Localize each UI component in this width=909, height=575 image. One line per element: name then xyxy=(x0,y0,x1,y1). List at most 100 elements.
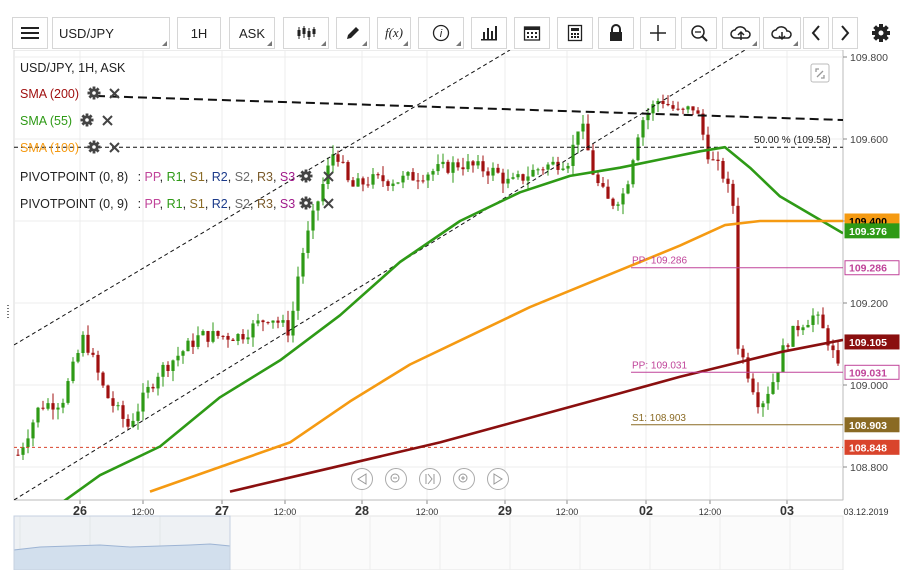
indicator-legend-2: SMA (100) xyxy=(20,140,121,157)
pivot-item: R3 xyxy=(256,196,273,211)
close-icon[interactable] xyxy=(322,197,335,213)
next-icon[interactable] xyxy=(487,468,509,490)
candle-body xyxy=(396,182,400,184)
price-type-button[interactable]: ASK xyxy=(229,17,275,49)
calendar-icon[interactable] xyxy=(514,17,550,49)
overview-strip[interactable] xyxy=(13,515,844,571)
candle-body xyxy=(31,422,35,439)
candle-body xyxy=(411,172,415,181)
candle-body xyxy=(661,100,665,104)
timeframe-button[interactable]: 1H xyxy=(177,17,221,49)
candle-body xyxy=(51,403,55,410)
info-icon[interactable]: i xyxy=(418,17,464,49)
candle-body xyxy=(491,167,495,176)
candle-body xyxy=(426,174,430,181)
gear-icon[interactable] xyxy=(299,196,313,213)
chart-area[interactable]: 109.800109.600109.400109.200109.000108.8… xyxy=(0,49,909,571)
lock-icon[interactable] xyxy=(598,17,634,49)
chevron-left-icon[interactable] xyxy=(803,17,829,49)
close-icon[interactable] xyxy=(101,114,114,130)
zoom-in-icon[interactable] xyxy=(453,468,475,490)
time-axis-label: 03.12.2019 xyxy=(843,507,888,517)
candle-body xyxy=(571,144,575,166)
reset-icon[interactable] xyxy=(419,468,441,490)
function-icon[interactable]: f(x) xyxy=(377,17,411,49)
reset-glyph xyxy=(425,473,435,485)
calculator-icon[interactable] xyxy=(557,17,593,49)
candle-body xyxy=(536,169,540,171)
candle-body xyxy=(691,106,695,111)
trend-line xyxy=(95,95,843,121)
pivot-comma: , xyxy=(250,196,257,211)
price-chart[interactable]: 109.800109.600109.400109.200109.000108.8… xyxy=(0,49,909,571)
pivot-label: PIVOTPOINT (0, 8) xyxy=(20,169,129,184)
candle-body xyxy=(136,411,140,421)
price-tag xyxy=(844,439,900,455)
gear-icon[interactable] xyxy=(80,113,94,130)
candle-body xyxy=(461,167,465,170)
indicator-legend-0: SMA (200) xyxy=(20,86,121,103)
candle-body xyxy=(231,339,235,342)
expand-icon[interactable] xyxy=(810,63,830,83)
candle-body xyxy=(66,381,70,403)
candle-body xyxy=(376,174,380,176)
zoom-icon[interactable] xyxy=(681,17,717,49)
candle-body xyxy=(581,123,585,132)
candle-body xyxy=(116,405,120,407)
candle-body xyxy=(811,315,815,325)
pivot-legend-1: PIVOTPOINT (0, 9) : PP, R1, S1, R2, S2, … xyxy=(20,196,335,213)
candle-body xyxy=(106,385,110,399)
candle-body xyxy=(46,403,50,409)
pivot-comma: , xyxy=(272,169,280,184)
draw-pencil-icon[interactable] xyxy=(336,17,370,49)
gear-icon[interactable] xyxy=(87,140,101,157)
time-axis-label: 26 xyxy=(73,504,87,518)
gear-icon[interactable] xyxy=(87,86,101,103)
close-icon[interactable] xyxy=(108,87,121,103)
candle-body xyxy=(781,345,785,373)
candle-body xyxy=(351,180,355,187)
zoom-out-glyph xyxy=(390,473,400,483)
symbol-selector[interactable]: USD/JPY xyxy=(52,17,170,49)
gear-icon[interactable] xyxy=(864,17,898,49)
indicator-label: SMA (55) xyxy=(20,113,73,128)
gear-icon[interactable] xyxy=(299,169,313,186)
candle-body xyxy=(641,120,645,138)
time-axis-label: 12:00 xyxy=(274,507,297,517)
bar-chart-icon[interactable] xyxy=(471,17,507,49)
close-icon[interactable] xyxy=(108,141,121,157)
candle-body xyxy=(636,137,640,161)
candle-body xyxy=(246,337,250,340)
prev-icon[interactable] xyxy=(351,468,373,490)
candle-body xyxy=(821,314,825,329)
chevron-right-icon[interactable] xyxy=(832,17,858,49)
candle-body xyxy=(371,174,375,185)
candle-body xyxy=(726,178,730,184)
candle-body xyxy=(156,376,160,389)
price-axis-label: 108.800 xyxy=(850,462,888,474)
sma-200-line xyxy=(229,338,843,493)
time-axis-label: 28 xyxy=(355,504,369,518)
pivot-item: R3 xyxy=(256,169,273,184)
pivot-separator: : xyxy=(134,169,145,184)
cloud-upload-icon[interactable] xyxy=(722,17,760,49)
candlestick-type-icon[interactable] xyxy=(283,17,329,49)
overview-window[interactable] xyxy=(13,515,231,571)
candle-body xyxy=(101,372,105,386)
pivot-level-label: PP: 109.286 xyxy=(632,256,687,267)
zoom-out-icon[interactable] xyxy=(385,468,407,490)
candle-body xyxy=(111,398,115,406)
crosshair-icon[interactable] xyxy=(640,17,676,49)
candle-body xyxy=(286,320,290,336)
sma-100-line xyxy=(149,219,843,493)
menu-icon[interactable] xyxy=(12,17,48,49)
candle-body xyxy=(651,104,655,114)
candle-body xyxy=(471,161,475,166)
candle-body xyxy=(606,186,610,199)
candle-body xyxy=(336,154,340,162)
candle-body xyxy=(311,210,315,231)
cloud-download-icon[interactable] xyxy=(763,17,801,49)
close-icon[interactable] xyxy=(322,170,335,186)
candle-body xyxy=(201,331,205,336)
candle-body xyxy=(806,324,810,328)
